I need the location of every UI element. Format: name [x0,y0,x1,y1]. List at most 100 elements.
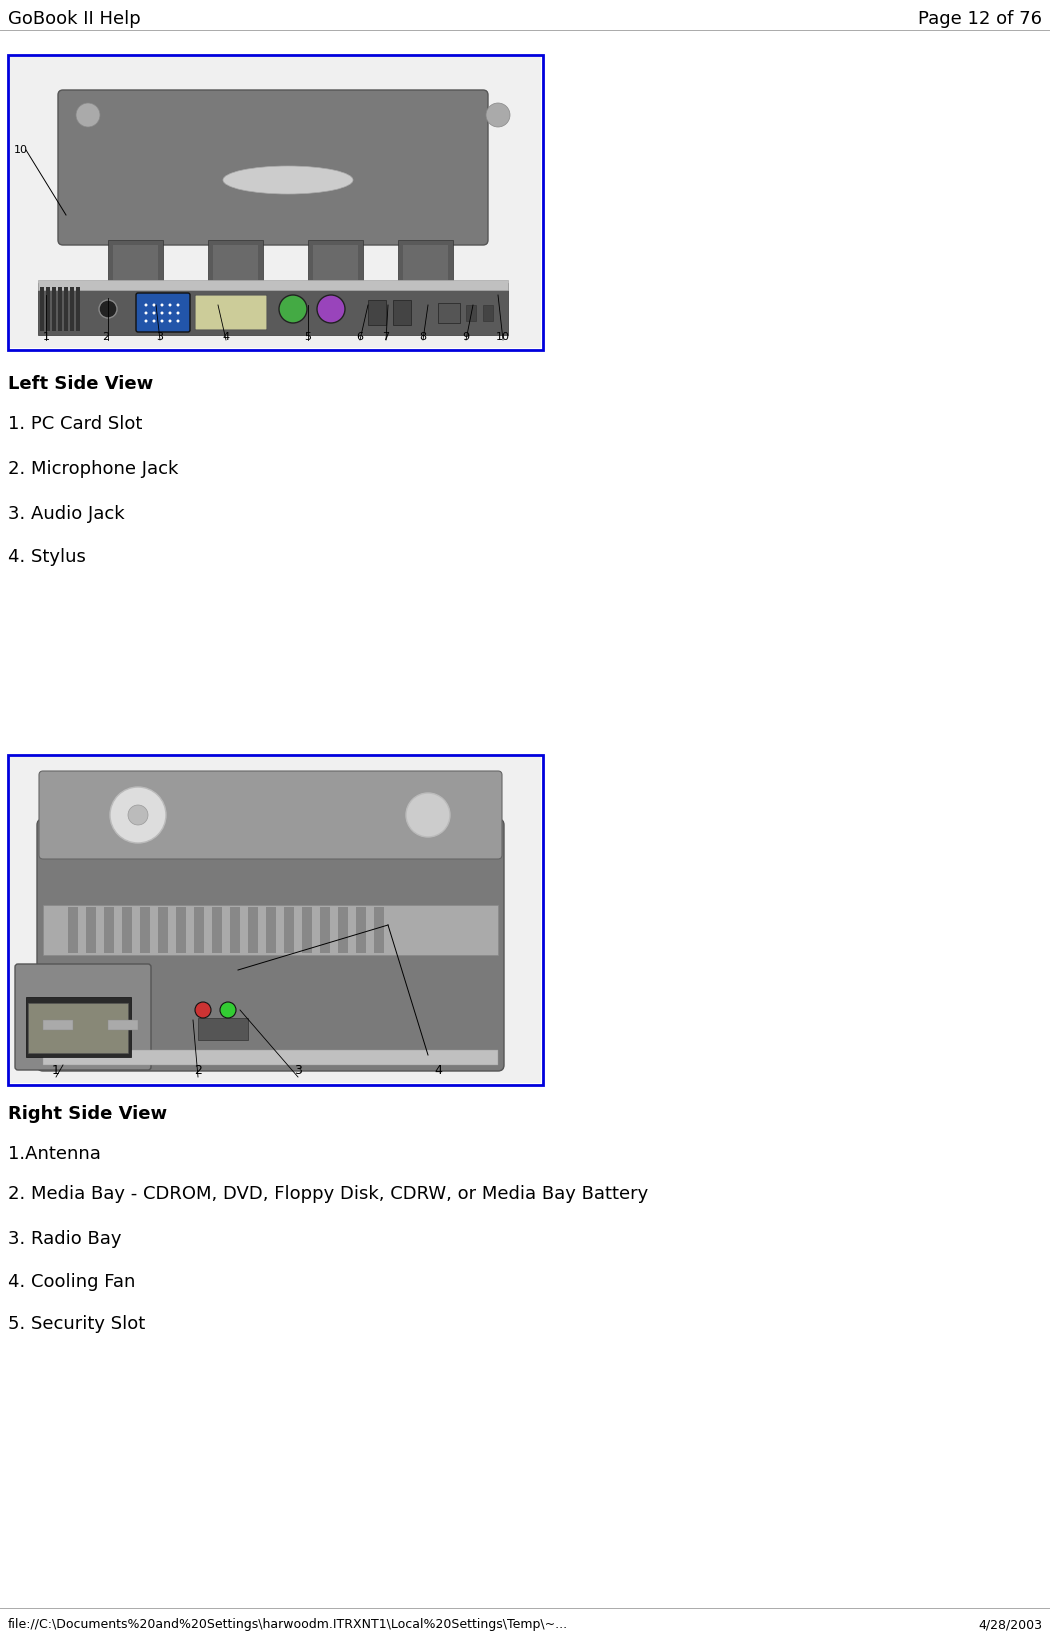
Bar [40,287,44,332]
Circle shape [168,304,171,307]
Circle shape [128,805,148,824]
Bar [198,1018,248,1039]
Text: 2. Microphone Jack: 2. Microphone Jack [8,460,178,478]
Bar [108,1020,138,1030]
Text: 5. Security Slot: 5. Security Slot [8,1315,145,1333]
Bar [108,240,163,286]
Bar [176,906,186,952]
Bar [438,304,460,323]
Text: 3. Audio Jack: 3. Audio Jack [8,506,125,524]
Bar [8,54,543,350]
Bar [10,57,541,348]
Bar [398,240,453,286]
Bar [104,906,114,952]
Bar [10,757,541,1084]
Bar [194,906,204,952]
Text: 1. PC Card Slot: 1. PC Card Slot [8,415,143,433]
Bar [266,906,276,952]
Text: 1: 1 [52,1064,60,1077]
Bar [64,287,68,332]
Bar [76,287,80,332]
FancyBboxPatch shape [195,296,267,330]
FancyBboxPatch shape [136,292,190,332]
Text: 8: 8 [419,332,426,342]
Bar [356,906,366,952]
Text: 2. Media Bay - CDROM, DVD, Floppy Disk, CDRW, or Media Bay Battery: 2. Media Bay - CDROM, DVD, Floppy Disk, … [8,1186,648,1204]
Bar [86,906,96,952]
Circle shape [152,312,155,315]
Bar [338,906,348,952]
Bar [248,906,258,952]
Text: 9: 9 [462,332,469,342]
Bar [38,281,508,291]
Bar [38,282,508,335]
Circle shape [99,300,117,319]
Circle shape [161,320,164,322]
Text: 7: 7 [382,332,390,342]
Text: file://C:\Documents%20and%20Settings\harwoodm.ITRXNT1\Local%20Settings\Temp\~...: file://C:\Documents%20and%20Settings\har… [8,1617,568,1631]
Circle shape [145,320,147,322]
Text: 1: 1 [42,332,49,342]
Circle shape [145,304,147,307]
Circle shape [486,103,510,126]
Text: 3. Radio Bay: 3. Radio Bay [8,1230,122,1248]
Bar [70,287,74,332]
Circle shape [161,304,164,307]
Circle shape [279,296,307,323]
Bar [483,305,493,320]
Text: 4: 4 [434,1064,442,1077]
Bar [308,240,363,286]
Bar [43,1049,498,1066]
Circle shape [176,312,180,315]
Bar [466,305,476,320]
FancyBboxPatch shape [39,772,502,859]
Bar [208,240,262,286]
Bar [43,905,498,956]
Bar [320,906,330,952]
Text: 2: 2 [194,1064,202,1077]
Bar [52,287,56,332]
Text: Left Side View: Left Side View [8,374,153,392]
Bar [368,300,386,325]
Bar [26,997,131,1057]
Bar [113,245,158,281]
Text: 4. Cooling Fan: 4. Cooling Fan [8,1273,135,1291]
Bar [374,906,384,952]
Circle shape [145,312,147,315]
Bar [403,245,448,281]
Bar [28,1003,128,1053]
Text: 10: 10 [496,332,510,342]
Text: 4/28/2003: 4/28/2003 [978,1617,1042,1631]
Bar [8,755,543,1085]
Text: 3: 3 [156,332,164,342]
Bar [43,1020,74,1030]
Bar [122,906,132,952]
Circle shape [317,296,345,323]
Circle shape [110,787,166,842]
Text: GoBook II Help: GoBook II Help [8,10,141,28]
Circle shape [176,304,180,307]
Bar [284,906,294,952]
Circle shape [195,1002,211,1018]
Bar [46,287,50,332]
Bar [158,906,168,952]
Bar [213,245,258,281]
Circle shape [220,1002,236,1018]
Bar [313,245,358,281]
Bar [302,906,312,952]
Text: 4. Stylus: 4. Stylus [8,548,86,566]
Bar [393,300,411,325]
Ellipse shape [223,166,353,194]
Circle shape [161,312,164,315]
Bar [140,906,150,952]
Text: 2: 2 [103,332,109,342]
Circle shape [176,320,180,322]
Circle shape [168,312,171,315]
FancyBboxPatch shape [37,819,504,1071]
Text: Right Side View: Right Side View [8,1105,167,1123]
Bar [58,287,62,332]
Bar [230,906,240,952]
FancyBboxPatch shape [58,90,488,245]
Circle shape [168,320,171,322]
Bar [212,906,222,952]
